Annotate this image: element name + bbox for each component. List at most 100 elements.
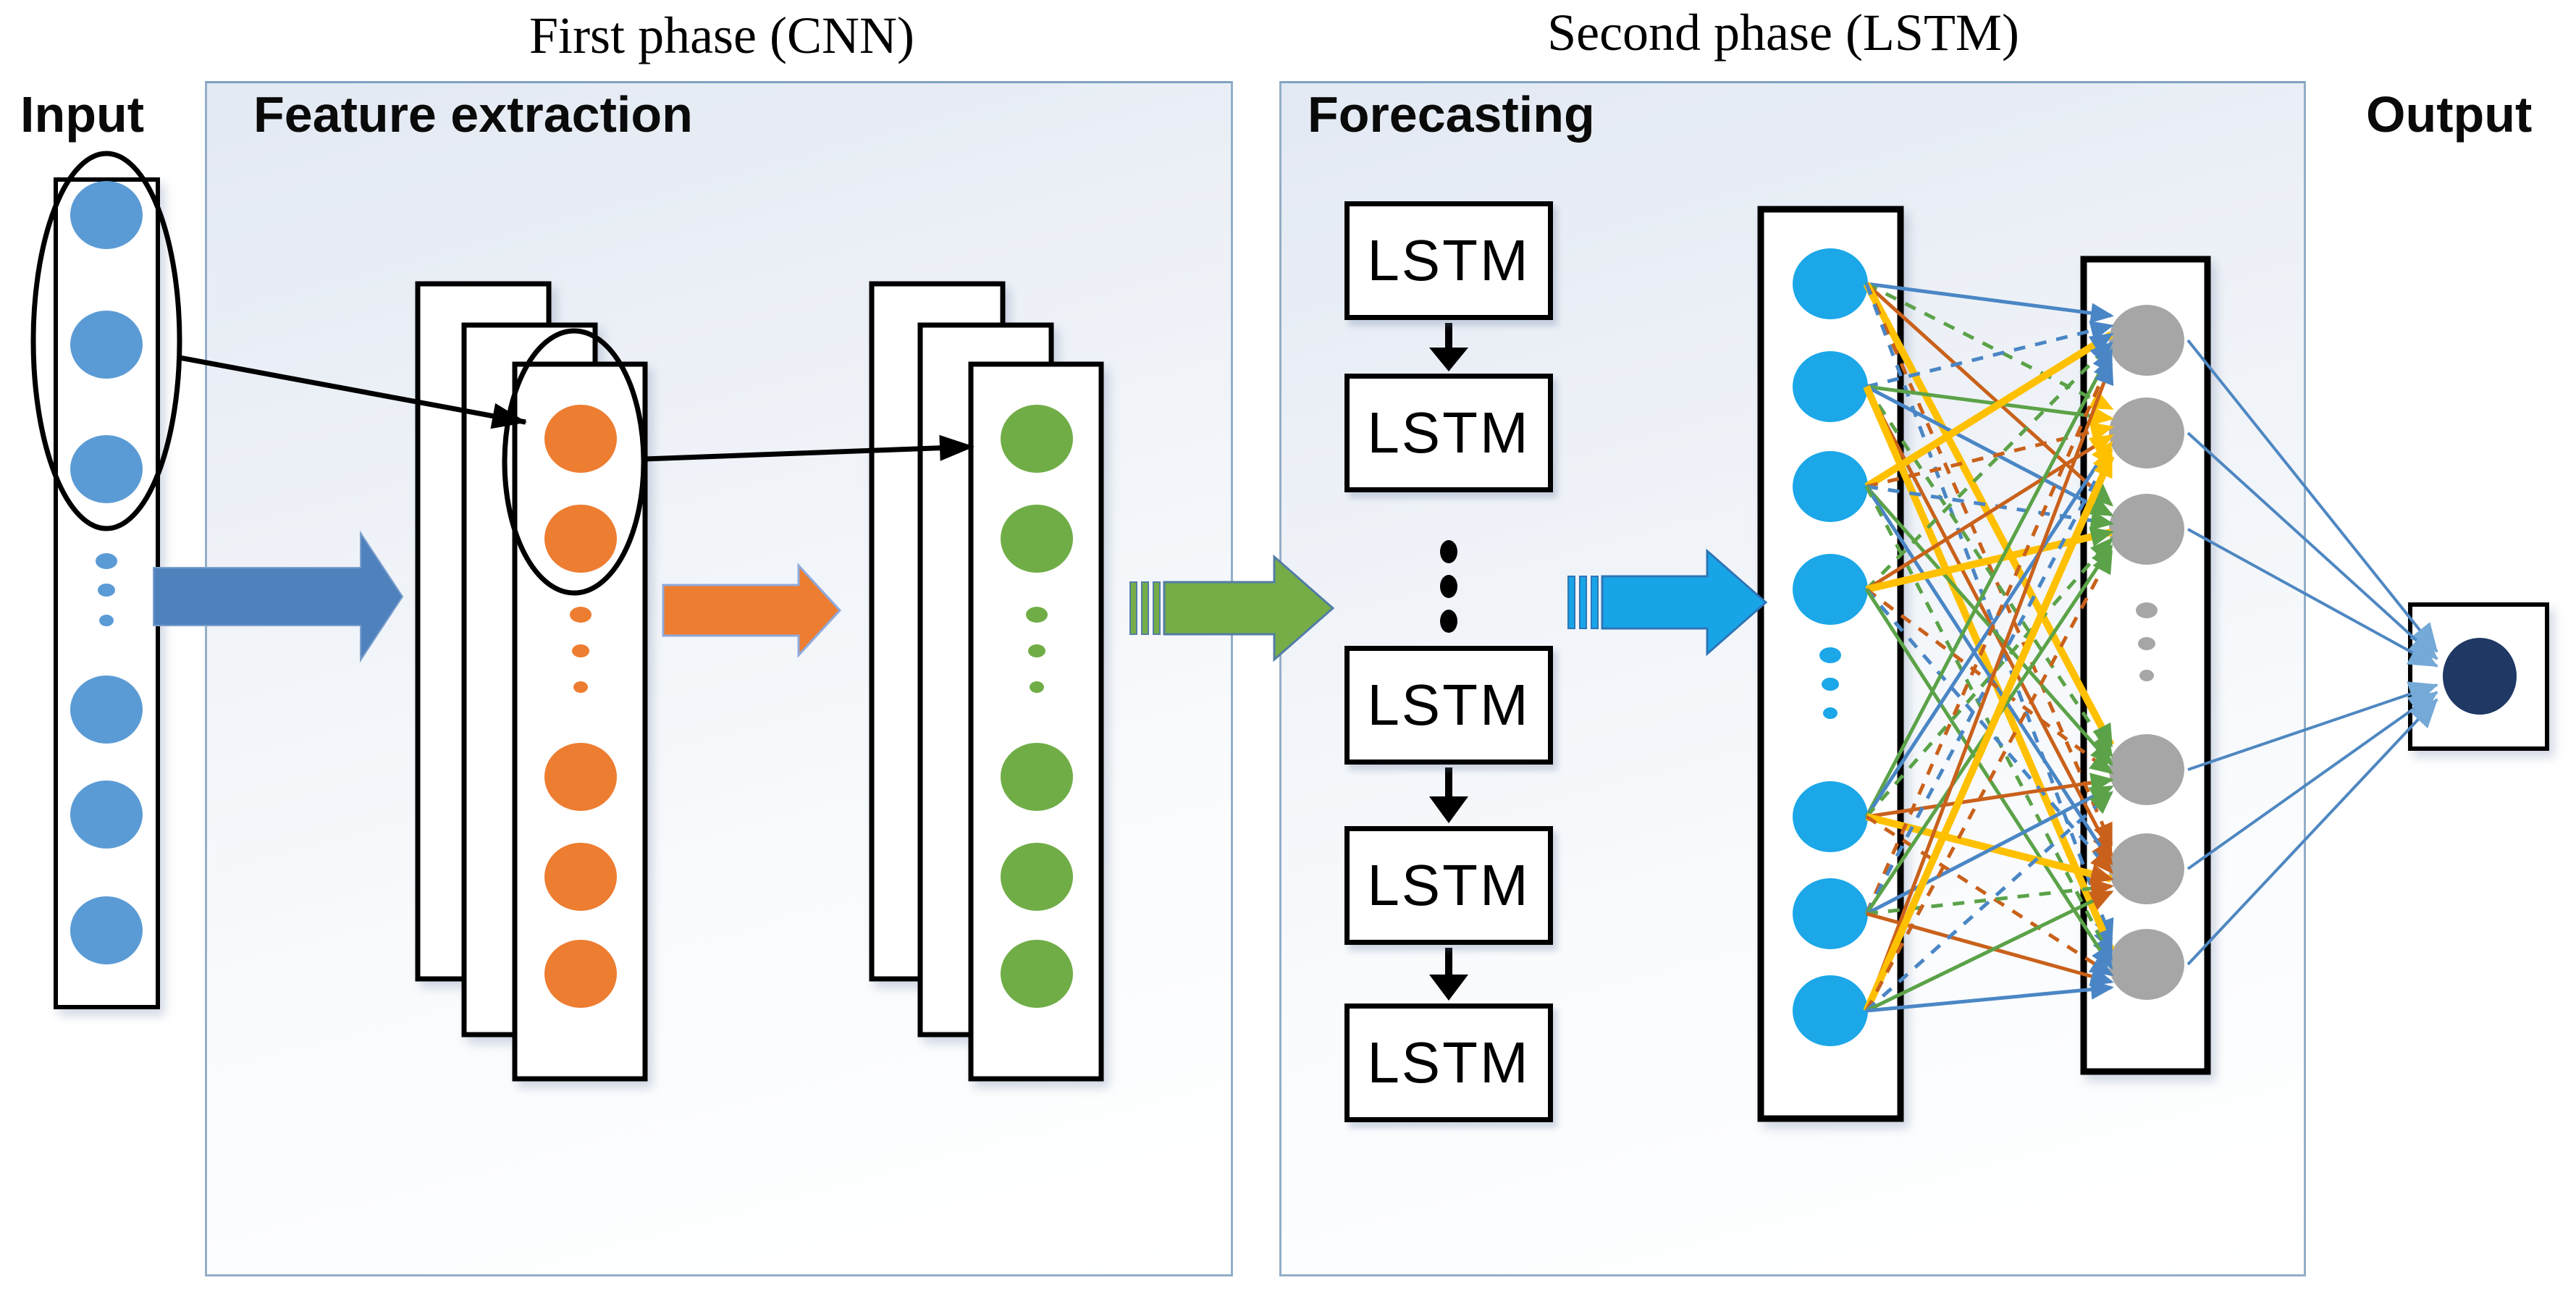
input-to-conv-arrow [153, 530, 404, 663]
output-connection-line [2186, 339, 2438, 653]
ellipsis-dot [1026, 607, 1048, 623]
ellipsis-dot [1823, 707, 1838, 719]
output-connection-line [2187, 528, 2438, 668]
lstm-block-label: LSTM [1367, 1030, 1531, 1095]
conv-zoom-ellipse [502, 328, 647, 596]
zoom-annotations [30, 151, 975, 596]
neuron-node [1793, 781, 1868, 852]
input-layer-nodes [70, 181, 143, 964]
lstm-block-1: LSTM [1344, 201, 1553, 320]
feature-extraction-label: Feature extraction [253, 86, 693, 143]
neuron-node [1793, 351, 1868, 422]
neuron-node [70, 311, 143, 379]
neuron-node [1793, 248, 1868, 319]
connection-line [1865, 537, 2113, 818]
neuron-node [70, 896, 143, 964]
connection-line [1866, 384, 2114, 426]
connection-line [1866, 282, 2114, 324]
ellipsis-dot [570, 607, 592, 623]
lstm-ellipsis-dot [1440, 575, 1457, 598]
neuron-node [2109, 734, 2184, 805]
ellipsis-dot [1822, 678, 1839, 691]
second-phase-title: Second phase (LSTM) [1547, 4, 2019, 62]
output-connection-line [2187, 681, 2438, 771]
lstm-block-label: LSTM [1367, 400, 1531, 465]
first-phase-title: First phase (CNN) [529, 7, 914, 64]
ellipsis-dot [99, 615, 114, 626]
connection-line [1866, 484, 2114, 531]
neuron-node [544, 743, 617, 811]
lstm-block-5: LSTM [1344, 1003, 1553, 1122]
connection-line [1865, 282, 2114, 411]
lstm-block-2: LSTM [1344, 374, 1553, 492]
lstm-down-arrow-head [1429, 796, 1468, 823]
input-to-conv-zoom-arrow [179, 355, 527, 429]
ellipsis-dot [1819, 647, 1841, 663]
connection-line [1865, 791, 2113, 1012]
output-connection-line [2186, 691, 2438, 870]
neuron-node [1793, 554, 1868, 625]
ellipsis-dot [98, 584, 115, 597]
neuron-node [70, 780, 143, 849]
output-label: Output [2366, 86, 2533, 143]
lstm-down-arrow-head [1429, 975, 1468, 1001]
lstm-block-4: LSTM [1344, 826, 1553, 945]
connection-line [1864, 331, 2114, 490]
pool-to-lstm-arrow [1163, 554, 1335, 662]
connection-line [1866, 773, 2114, 819]
lstm-block-label: LSTM [1367, 853, 1531, 917]
neuron-node [1793, 451, 1868, 522]
ellipsis-dot [573, 681, 588, 693]
neuron-node [1001, 743, 1073, 811]
neuron-node [2109, 929, 2184, 1000]
lstm-stack-connectors [1429, 323, 1468, 1001]
neuron-node [2109, 305, 2184, 376]
connection-line [1865, 588, 2113, 875]
connection-line [1863, 453, 2115, 1013]
connection-line [1865, 890, 2114, 1013]
forecasting-label: Forecasting [1308, 86, 1595, 143]
seq-layer-nodes [1793, 248, 1868, 1046]
neuron-node [2109, 833, 2184, 904]
neuron-node [544, 505, 617, 573]
lstm-ellipsis-dot [1440, 610, 1457, 633]
lstm-ellipsis-dot [1440, 540, 1457, 563]
cyan-arrow-tail-bar [1591, 576, 1599, 629]
neuron-node [2109, 397, 2184, 468]
connection-line [1865, 813, 2114, 884]
hidden-to-output-connections [2186, 339, 2438, 966]
connection-line [1864, 361, 2114, 1011]
ellipsis-dot [96, 553, 117, 569]
output-neuron-node [2443, 638, 2517, 715]
ellipsis-dot [1030, 681, 1044, 693]
ellipsis-dot [572, 644, 589, 657]
neuron-node [2109, 494, 2184, 565]
ellipsis-dot [2138, 637, 2155, 650]
connection-line [1864, 355, 2113, 915]
hidden-layer-nodes [2109, 305, 2184, 1000]
green-arrow-tail-bar [1141, 581, 1149, 635]
connection-line [1865, 785, 2114, 916]
neuron-node [1001, 505, 1073, 573]
neuron-node [1793, 878, 1868, 949]
pool-layer-nodes [1001, 405, 1073, 1008]
connection-line [1863, 385, 2115, 953]
connection-line [1865, 485, 2113, 766]
output-connection-line [2186, 698, 2438, 966]
neuron-nodes [70, 181, 2517, 1046]
connection-line [1865, 384, 2114, 517]
ellipsis-dot [1028, 644, 1045, 657]
input-zoom-ellipse [30, 151, 182, 531]
connection-line [1865, 341, 2113, 591]
lstm-block-label: LSTM [1367, 673, 1531, 737]
cyan-arrow-tail-bar [1579, 576, 1587, 629]
lstm-block-label: LSTM [1367, 228, 1531, 293]
connection-line [1864, 348, 2113, 818]
ellipsis-dot [2136, 602, 2158, 618]
neuron-node [544, 843, 617, 911]
green-arrow-tail-bar [1129, 581, 1137, 635]
neuron-node [70, 435, 143, 503]
connection-line [1865, 815, 2114, 977]
